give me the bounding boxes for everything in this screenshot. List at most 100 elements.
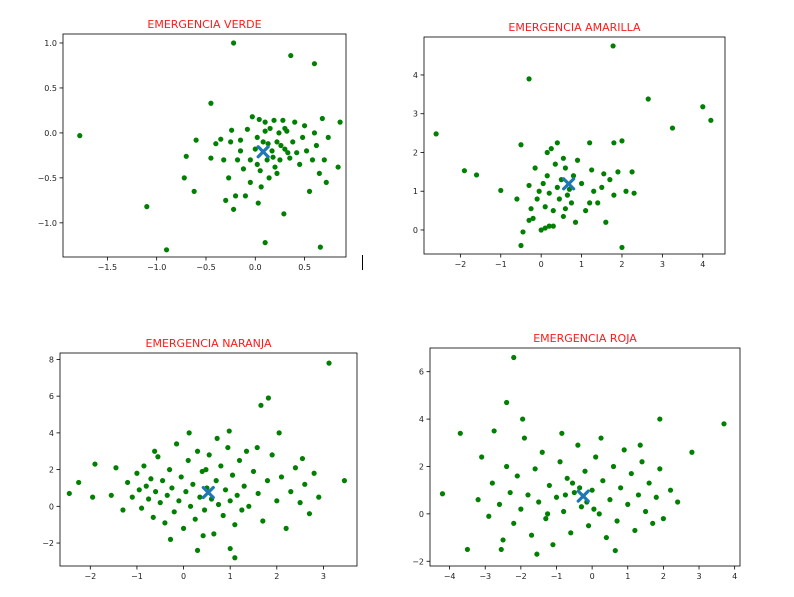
data-point xyxy=(600,478,606,484)
data-point xyxy=(546,223,552,229)
data-point xyxy=(278,142,284,149)
data-point xyxy=(610,463,617,470)
data-point xyxy=(211,531,217,537)
y-tick-label: 0 xyxy=(419,510,424,519)
y-tick-label: 0 xyxy=(49,502,54,511)
data-point xyxy=(623,188,629,194)
chart-title: EMERGENCIA AMARILLA xyxy=(508,21,641,34)
y-tick-label: 6 xyxy=(49,392,54,401)
data-point xyxy=(575,442,581,448)
data-point xyxy=(514,473,520,479)
data-point xyxy=(229,127,235,133)
data-point xyxy=(152,489,159,495)
x-tick-label: 0 xyxy=(181,572,186,581)
data-point xyxy=(498,187,504,194)
data-point xyxy=(254,161,260,167)
data-point xyxy=(241,483,247,489)
x-tick-label: 0.0 xyxy=(249,263,262,272)
data-point xyxy=(657,466,663,472)
data-point xyxy=(276,130,282,136)
x-tick-label: −3 xyxy=(479,572,491,581)
chart-verde: EMERGENCIA VERDE −1.5 −1.0 −0.5 0.0 0.5 −1.0 −0… xyxy=(38,18,347,272)
data-point xyxy=(639,459,645,465)
x-tick-label: 0 xyxy=(590,572,595,581)
data-point xyxy=(557,459,563,465)
data-point xyxy=(554,140,560,146)
data-point xyxy=(542,225,548,231)
data-point xyxy=(164,492,170,498)
data-point xyxy=(271,117,277,123)
data-point xyxy=(302,481,308,487)
data-point xyxy=(262,240,268,246)
y-tick-label: 6 xyxy=(419,368,424,377)
data-point xyxy=(254,134,260,141)
data-point xyxy=(337,119,343,125)
data-point xyxy=(587,200,593,206)
data-point xyxy=(76,479,82,486)
data-point xyxy=(489,480,495,486)
data-point xyxy=(520,416,526,422)
data-point xyxy=(260,518,266,524)
data-point xyxy=(260,139,266,145)
data-point xyxy=(543,516,549,522)
data-point xyxy=(166,466,173,473)
data-point xyxy=(464,546,471,553)
data-point xyxy=(300,134,306,141)
data-point xyxy=(274,139,280,145)
data-point xyxy=(629,169,635,175)
data-point xyxy=(272,164,278,170)
data-point xyxy=(197,494,203,500)
data-point xyxy=(511,354,517,361)
data-point xyxy=(585,523,592,529)
data-point xyxy=(596,511,602,517)
data-point xyxy=(230,206,237,212)
data-point xyxy=(313,142,320,149)
x-tick-label: −2 xyxy=(454,260,466,269)
data-point xyxy=(274,498,280,504)
data-point xyxy=(247,179,253,185)
data-point xyxy=(700,104,706,110)
data-point xyxy=(548,146,554,152)
data-point xyxy=(562,206,569,212)
data-point xyxy=(277,157,283,163)
data-point xyxy=(90,494,96,500)
data-point xyxy=(297,161,303,167)
data-point xyxy=(303,148,310,154)
data-point xyxy=(316,494,322,500)
y-tick-label: −0.5 xyxy=(38,174,57,183)
data-point xyxy=(518,506,524,512)
data-point xyxy=(632,527,638,534)
data-point xyxy=(285,150,291,156)
data-point xyxy=(221,157,227,163)
data-point xyxy=(500,537,506,543)
data-point xyxy=(265,395,272,401)
x-tick-label: 3 xyxy=(660,260,665,269)
y-tick-label: 2 xyxy=(419,462,424,471)
data-point xyxy=(213,478,219,484)
data-point xyxy=(136,487,142,493)
data-point xyxy=(530,215,536,221)
data-point xyxy=(282,146,288,152)
data-point xyxy=(294,150,300,156)
data-point xyxy=(536,188,542,194)
data-point xyxy=(532,165,538,171)
data-point xyxy=(675,499,681,505)
y-tick-label: 3 xyxy=(413,110,418,119)
data-point xyxy=(129,494,135,500)
data-point xyxy=(618,485,624,491)
y-tick-label: 8 xyxy=(49,355,54,364)
data-point xyxy=(528,206,534,212)
x-tick-label: −1.5 xyxy=(98,263,117,272)
y-tick-label: 4 xyxy=(413,71,418,80)
data-point xyxy=(539,449,545,455)
data-point xyxy=(326,360,332,366)
data-point xyxy=(246,503,252,509)
data-point xyxy=(708,117,714,123)
data-point xyxy=(511,520,517,526)
data-point xyxy=(341,478,348,484)
data-point xyxy=(138,505,145,511)
data-point xyxy=(148,476,154,482)
data-point xyxy=(269,452,275,458)
data-point xyxy=(218,463,224,469)
data-point xyxy=(550,542,556,548)
